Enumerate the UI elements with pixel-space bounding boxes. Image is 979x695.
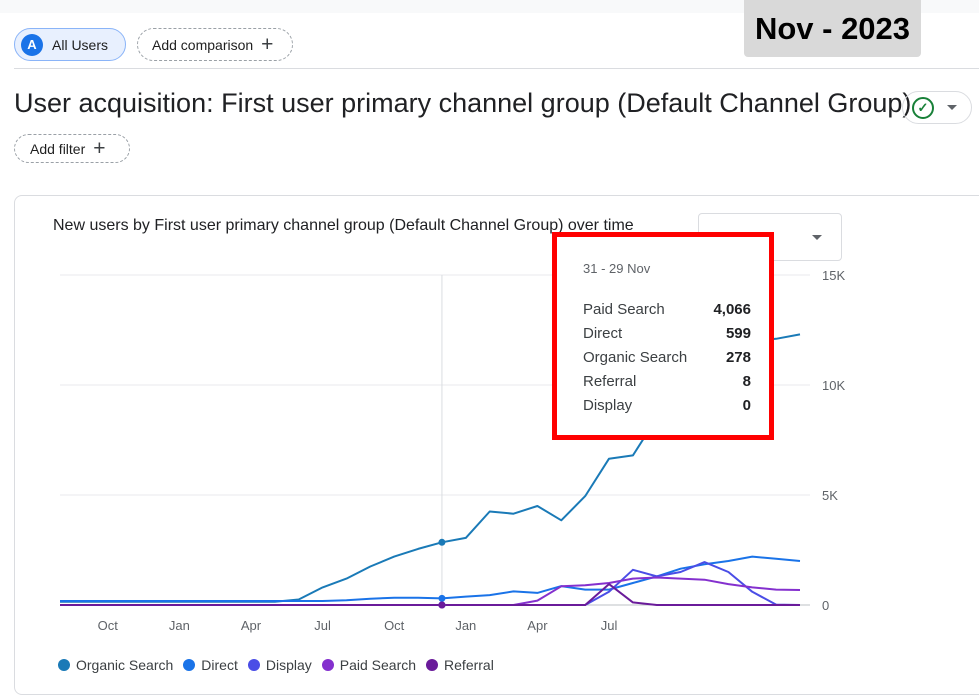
legend-item[interactable]: Display [247,657,312,673]
tooltip-row-value: 8 [742,373,751,390]
status-dropdown[interactable]: ✓ [902,91,972,124]
tooltip-row: Paid Search 4,066 [583,301,751,325]
hover-point [438,601,446,609]
tooltip-row: Referral 8 [583,373,751,397]
top-bar [0,0,979,13]
y-tick-label: 5K [822,488,838,503]
hover-point [438,538,446,546]
tooltip-row-value: 4,066 [713,301,751,318]
hover-point [438,594,446,602]
chart-title: New users by First user primary channel … [53,217,634,234]
x-tick-label: Jul [314,618,331,633]
segment-label: All Users [52,36,109,53]
tooltip-row-value: 599 [725,325,751,342]
tooltip-row-value: 0 [742,397,751,414]
y-tick-label: 15K [822,268,845,283]
y-tick-label: 0 [822,598,829,613]
tooltip-row-name: Referral [583,373,637,390]
x-tick-label: Jul [601,618,618,633]
x-tick-label: Apr [527,618,548,633]
legend-dot [58,659,70,671]
add-comparison-button[interactable]: Add comparison + [137,28,293,61]
chart-legend: Organic Search Direct Display Paid Search Re… [58,657,504,673]
add-filter-label: Add filter [30,140,86,157]
legend-dot [321,659,334,671]
legend-dot [183,659,196,671]
plus-icon: + [261,33,274,56]
date-badge: Nov - 2023 [744,0,921,57]
tooltip-row-name: Paid Search [583,301,665,318]
segment-chip-all-users[interactable]: A All Users [14,28,126,61]
page-title: User acquisition: First user primary cha… [14,88,912,118]
add-filter-button[interactable]: Add filter + [14,134,130,163]
legend-item[interactable]: Referral [426,657,494,673]
tooltip-row-name: Organic Search [583,349,688,366]
plus-icon: + [93,137,106,160]
tooltip-row-name: Direct [583,325,623,342]
legend-dot [426,659,439,671]
x-tick-label: Jan [169,618,190,633]
x-tick-label: Oct [98,618,119,633]
x-tick-label: Apr [241,618,262,633]
x-tick-label: Jan [455,618,476,633]
tooltip-row-name: Display [583,397,633,414]
legend-label: Display [265,657,312,673]
chevron-down-icon [947,105,957,110]
chart-card [14,195,979,695]
legend-item[interactable]: Direct [183,657,238,673]
segment-avatar: A [21,33,43,56]
y-tick-label: 10K [822,378,845,393]
tooltip-date: 31 - 29 Nov [583,261,651,276]
chart-tooltip: 31 - 29 Nov Paid Search 4,066 Direct 599… [552,232,774,440]
legend-label: Direct [201,657,238,673]
tooltip-row: Organic Search 278 [583,349,751,373]
check-circle-icon: ✓ [912,96,934,119]
x-tick-label: Oct [384,618,405,633]
tooltip-row: Direct 599 [583,325,751,349]
series-line [60,555,801,602]
add-comparison-label: Add comparison [152,36,254,53]
legend-label: Organic Search [76,657,174,673]
legend-dot [247,659,260,671]
legend-label: Referral [444,657,494,673]
legend-item[interactable]: Organic Search [58,657,173,673]
legend-label: Paid Search [339,657,417,673]
chevron-down-icon [812,235,822,240]
tooltip-row-value: 278 [725,349,751,366]
tooltip-row: Display 0 [583,397,751,421]
legend-item[interactable]: Paid Search [321,657,417,673]
series-line [60,583,800,606]
divider [14,68,979,69]
